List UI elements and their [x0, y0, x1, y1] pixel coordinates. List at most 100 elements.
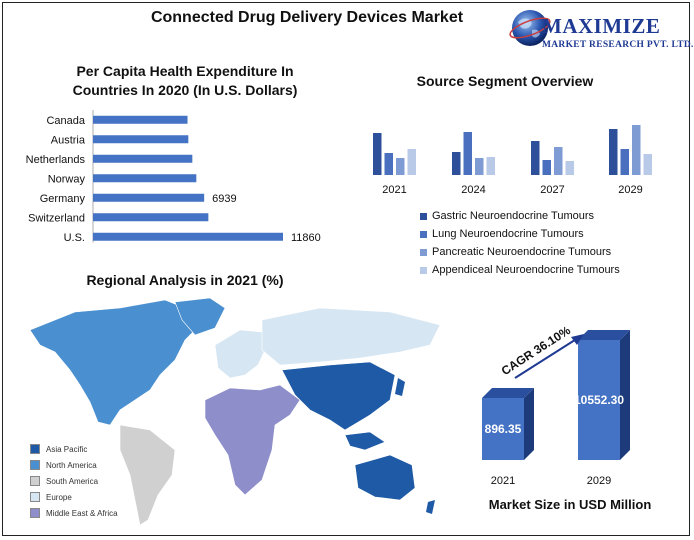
market-size-data-label: 896.35	[485, 422, 522, 436]
source-segment-bar	[486, 157, 495, 175]
per-capita-category-label: U.S.	[64, 232, 85, 244]
source-segment-category-label: 2021	[382, 184, 406, 196]
per-capita-bar	[93, 174, 197, 183]
legend-item: Lung Neuroendocrine Tumours	[420, 225, 620, 243]
map-new-zealand	[426, 500, 435, 514]
legend-item: Pancreatic Neuroendocrine Tumours	[420, 243, 620, 261]
map-legend-item: North America	[30, 457, 118, 473]
market-size-label: Market Size in USD Million	[488, 497, 652, 512]
map-asia-pacific	[281, 361, 396, 431]
map-legend-label: Asia Pacific	[46, 444, 88, 454]
source-segment-bar	[609, 129, 618, 175]
source-segment-bar	[632, 125, 641, 175]
legend-swatch	[420, 230, 427, 238]
map-legend-item: Europe	[30, 489, 118, 505]
per-capita-category-label: Austria	[51, 134, 86, 146]
source-segment-bar-chart: 2021 2024 2027 2029	[373, 125, 652, 196]
per-capita-category-label: Netherlands	[26, 154, 86, 166]
source-segment-bar	[475, 158, 484, 175]
source-segment-title: Source Segment Overview	[416, 73, 594, 89]
map-australia	[354, 454, 416, 501]
per-capita-category-label: Germany	[40, 193, 86, 205]
source-segment-legend: Gastric Neuroendocrine Tumours Lung Neuro…	[420, 207, 620, 279]
cagr-arrow-head	[571, 334, 584, 345]
map-legend-label: North America	[46, 460, 97, 470]
regional-analysis-title: Regional Analysis in 2021 (%)	[86, 272, 284, 288]
per-capita-bar	[93, 213, 209, 222]
per-capita-bar	[93, 193, 205, 202]
logo-wordmark: MAXIMIZE	[542, 14, 661, 38]
market-size-bar-top	[578, 330, 630, 340]
legend-label: Appendiceal Neuroendocrine Tumours	[432, 264, 620, 276]
per-capita-category-label: Norway	[48, 173, 86, 185]
per-capita-chart-title: Per Capita Health Expenditure In Countri…	[40, 62, 330, 100]
source-segment-bar	[620, 149, 629, 175]
market-size-category-label: 2029	[587, 475, 611, 487]
legend-item: Gastric Neuroendocrine Tumours	[420, 207, 620, 225]
market-size-bar-side	[620, 330, 630, 460]
market-size-category-label: 2021	[491, 475, 515, 487]
map-southeast-asia	[344, 431, 386, 451]
map-legend-swatch	[30, 476, 40, 486]
per-capita-bar-chart: Canada Austria Netherlands Norway Germany 693…	[26, 110, 321, 244]
map-africa-mideast	[204, 384, 301, 496]
market-size-bar	[578, 340, 620, 460]
per-capita-bar	[93, 135, 189, 144]
map-japan	[395, 378, 405, 396]
world-map	[29, 297, 441, 526]
source-segment-bar	[554, 147, 563, 175]
market-size-bar	[482, 398, 524, 460]
per-capita-title-line2: Countries In 2020 (In U.S. Dollars)	[72, 82, 298, 98]
logo-subtitle: MARKET RESEARCH PVT. LTD.	[542, 40, 694, 50]
market-size-bar-side	[524, 388, 534, 460]
per-capita-title-line1: Per Capita Health Expenditure In	[76, 63, 294, 79]
map-europe	[214, 329, 266, 379]
legend-swatch	[420, 212, 427, 220]
per-capita-bar	[93, 115, 188, 124]
cagr-arrow	[514, 337, 579, 379]
source-segment-bar	[452, 152, 461, 175]
map-north-america	[29, 299, 201, 426]
map-south-america	[119, 424, 176, 526]
legend-label: Gastric Neuroendocrine Tumours	[432, 210, 595, 222]
legend-label: Pancreatic Neuroendocrine Tumours	[432, 246, 612, 258]
map-legend-label: Middle East & Africa	[46, 508, 118, 518]
source-segment-category-label: 2024	[461, 184, 485, 196]
map-greenland	[174, 297, 226, 336]
source-segment-bar	[407, 149, 416, 175]
map-legend-swatch	[30, 492, 40, 502]
map-legend-label: South America	[46, 476, 99, 486]
source-segment-bar	[643, 154, 652, 175]
source-segment-bar	[396, 158, 405, 175]
legend-label: Lung Neuroendocrine Tumours	[432, 228, 584, 240]
map-legend-item: South America	[30, 473, 118, 489]
map-legend-swatch	[30, 460, 40, 470]
market-size-chart: 896.35 2021 10552.30 2029 CAGR 36.10%	[482, 323, 630, 487]
per-capita-category-label: Canada	[46, 115, 85, 127]
per-capita-data-label: 11860	[291, 232, 321, 244]
legend-swatch	[420, 248, 427, 256]
source-segment-bar	[565, 161, 574, 175]
market-size-bar-top	[482, 388, 534, 398]
per-capita-data-label: 6939	[212, 193, 236, 205]
legend-item: Appendiceal Neuroendocrine Tumours	[420, 261, 620, 279]
map-legend: Asia Pacific North America South America Eu…	[30, 441, 118, 521]
map-legend-swatch	[30, 508, 40, 518]
source-segment-bar	[384, 153, 393, 175]
cagr-label: CAGR 36.10%	[499, 323, 573, 378]
source-segment-bar	[542, 160, 551, 175]
source-segment-bar	[463, 132, 472, 175]
map-legend-item: Asia Pacific	[30, 441, 118, 457]
page-title: Connected Drug Delivery Devices Market	[150, 9, 464, 26]
per-capita-bar	[93, 232, 283, 241]
map-legend-swatch	[30, 444, 40, 454]
per-capita-bar	[93, 154, 193, 163]
map-legend-item: Middle East & Africa	[30, 505, 118, 521]
legend-swatch	[420, 266, 427, 274]
globe-logo-icon	[509, 10, 551, 46]
market-size-data-label: 10552.30	[574, 393, 624, 407]
per-capita-category-label: Switzerland	[28, 212, 85, 224]
map-russia	[261, 307, 441, 366]
source-segment-category-label: 2027	[540, 184, 564, 196]
